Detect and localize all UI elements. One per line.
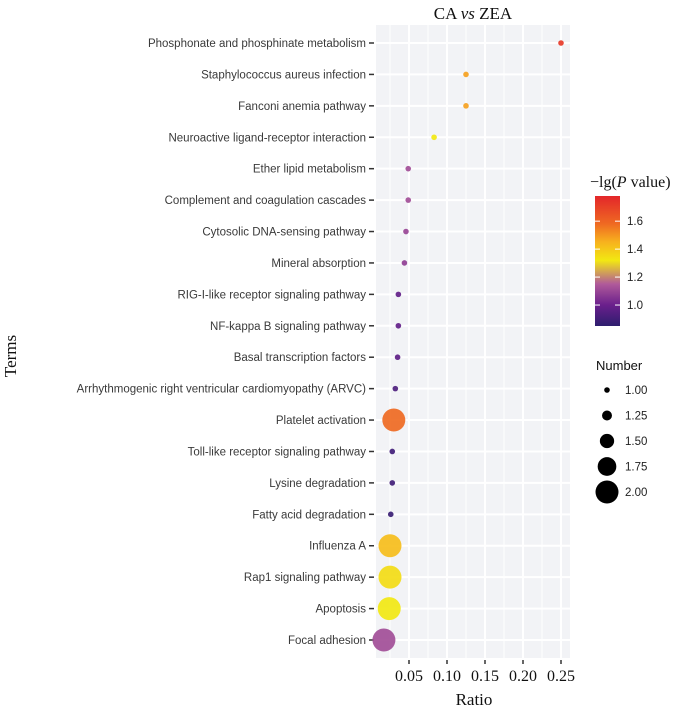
size-legend-dot	[604, 387, 610, 393]
color-bar-tick-label: 1.6	[627, 216, 643, 228]
x-tick-label: 0.05	[395, 668, 423, 685]
term-label: Mineral absorption	[271, 258, 366, 270]
color-legend-title-part-1: −lg(	[590, 174, 617, 191]
x-tick-label: 0.25	[547, 668, 575, 685]
data-point	[394, 354, 401, 361]
term-label: Lysine degradation	[269, 478, 366, 490]
data-point	[463, 71, 469, 78]
gridlines	[376, 25, 570, 658]
size-legend-label: 1.25	[625, 411, 647, 423]
x-axis: 0.05 0.10 0.15 0.20 0.25	[395, 660, 575, 685]
term-label: Ether lipid metabolism	[253, 164, 366, 176]
x-tick-label: 0.15	[471, 668, 499, 685]
data-point	[387, 511, 394, 518]
term-label: RIG-I-like receptor signaling pathway	[177, 289, 366, 301]
data-point	[392, 385, 399, 392]
size-legend-label: 1.75	[625, 462, 647, 474]
data-point	[401, 260, 408, 266]
data-point	[389, 480, 396, 486]
term-label: NF-kappa B signaling pathway	[210, 321, 366, 333]
x-tick-label: 0.20	[509, 668, 537, 685]
data-point	[405, 197, 412, 203]
data-point	[395, 291, 402, 298]
term-label: Staphylococcus aureus infection	[201, 69, 366, 81]
term-label: Focal adhesion	[288, 635, 366, 647]
term-label: Cytosolic DNA-sensing pathway	[202, 227, 366, 239]
x-tick-label: 0.10	[433, 668, 461, 685]
size-legend-dot	[597, 457, 617, 476]
title-part-1: CA	[434, 4, 461, 23]
term-label: Apoptosis	[315, 604, 366, 616]
term-label: Complement and coagulation cascades	[165, 195, 367, 207]
data-point	[405, 165, 412, 172]
size-legend-label: 2.00	[625, 487, 647, 499]
data-point	[382, 408, 406, 432]
size-legend-dot	[595, 480, 619, 504]
size-legend-title: Number	[596, 358, 643, 373]
data-point	[403, 228, 409, 235]
data-point	[389, 448, 396, 455]
term-label: Phosphonate and phosphinate metabolism	[148, 38, 366, 50]
size-legend-dot	[602, 410, 612, 421]
color-bar	[595, 196, 620, 326]
x-axis-title: Ratio	[456, 690, 493, 709]
color-legend: −lg(P value) 1.0 1.2 1.4 1.6	[590, 174, 671, 326]
size-legend-label: 1.00	[625, 385, 647, 397]
data-point	[395, 322, 402, 329]
y-axis: Phosphonate and phosphinate metabolism St…	[77, 38, 374, 647]
color-legend-title-part-2: P	[616, 174, 627, 191]
size-legend: Number 1.00 1.25 1.50 1.75 2.00	[595, 358, 647, 504]
title-part-2: vs	[461, 4, 476, 23]
data-point	[378, 534, 402, 558]
size-legend-label: 1.50	[625, 436, 647, 448]
title-part-3: ZEA	[475, 4, 513, 23]
data-point	[463, 103, 469, 109]
data-point	[558, 40, 564, 46]
data-points	[372, 40, 564, 652]
color-legend-title-part-3: value)	[627, 174, 671, 191]
plot-panel	[376, 25, 570, 658]
term-label: Fatty acid degradation	[252, 509, 366, 521]
term-label: Fanconi anemia pathway	[238, 101, 366, 113]
color-legend-title: −lg(P value)	[590, 174, 671, 191]
data-point	[431, 134, 437, 141]
data-point	[372, 628, 396, 652]
size-legend-dot	[599, 433, 615, 449]
data-point	[378, 565, 402, 589]
color-bar-tick-label: 1.4	[627, 244, 644, 256]
y-axis-title: Terms	[1, 335, 20, 377]
chart-title: CA vs ZEA	[434, 4, 513, 23]
term-label: Platelet activation	[276, 415, 366, 427]
data-point	[377, 597, 401, 621]
term-label: Arrhythmogenic right ventricular cardiom…	[77, 384, 366, 396]
color-bar-tick-label: 1.2	[627, 272, 643, 284]
term-label: Rap1 signaling pathway	[244, 572, 366, 584]
color-bar-tick-label: 1.0	[627, 300, 643, 312]
term-label: Neuroactive ligand-receptor interaction	[168, 132, 366, 144]
color-bar-ticks: 1.0 1.2 1.4 1.6	[595, 216, 644, 312]
term-label: Toll-like receptor signaling pathway	[188, 446, 367, 458]
term-label: Influenza A	[309, 541, 366, 553]
term-label: Basal transcription factors	[234, 352, 367, 364]
size-legend-items: 1.00 1.25 1.50 1.75 2.00	[595, 385, 647, 504]
